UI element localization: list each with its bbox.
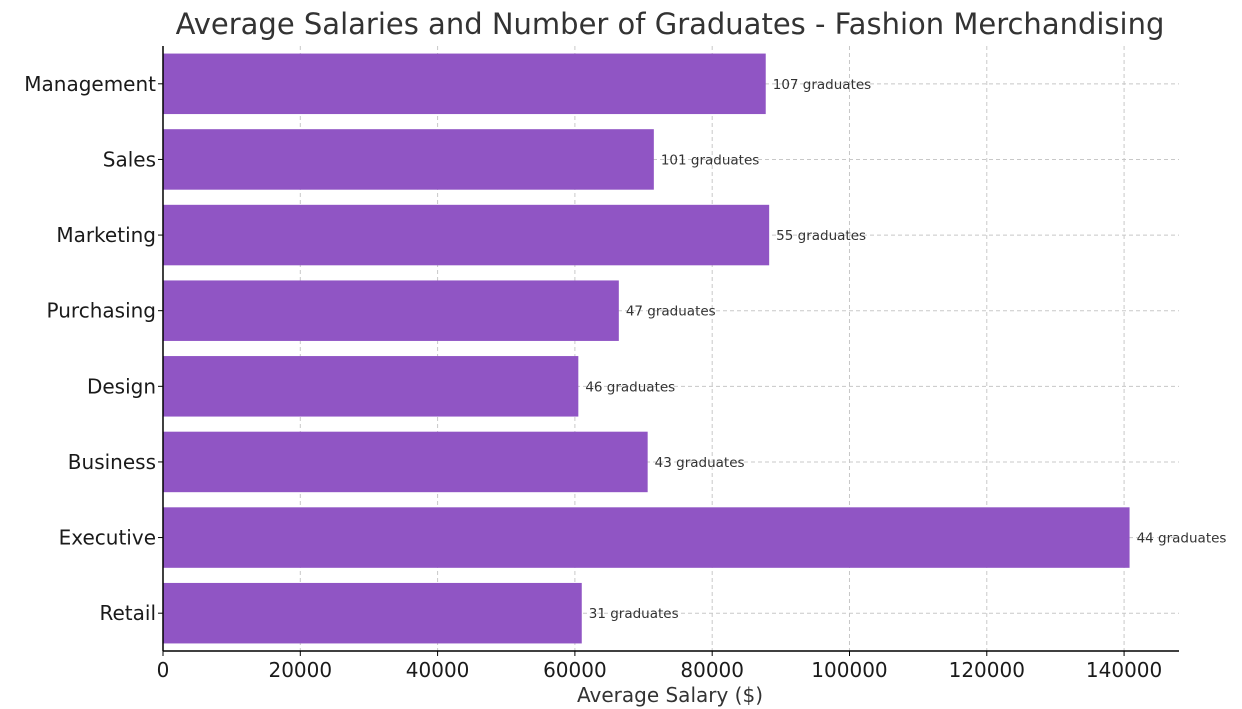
y-category-labels: Management Sales Marketing Purchasing Design… — [24, 72, 156, 625]
axes — [162, 46, 1179, 652]
bar-sales — [163, 129, 654, 190]
x-tick-label: 60000 — [543, 658, 607, 682]
data-label-purchasing: 47 graduates — [626, 304, 716, 320]
data-label-design: 46 graduates — [585, 379, 675, 395]
category-label-design: Design — [87, 374, 156, 398]
bar-business — [163, 431, 648, 493]
bar-retail — [163, 582, 582, 644]
data-label-retail: 31 graduates — [589, 606, 679, 622]
x-tick-label: 140000 — [1086, 658, 1162, 682]
data-label-executive: 44 graduates — [1137, 531, 1227, 547]
data-label-business: 43 graduates — [655, 455, 745, 471]
data-label-marketing: 55 graduates — [776, 228, 866, 244]
data-label-sales: 101 graduates — [661, 152, 759, 168]
category-label-purchasing: Purchasing — [47, 299, 156, 323]
category-label-management: Management — [24, 72, 156, 96]
data-labels: 107 graduates 101 graduates 55 graduates 47… — [585, 77, 1226, 622]
x-tick-label: 100000 — [811, 658, 887, 682]
category-label-business: Business — [68, 450, 156, 474]
category-label-retail: Retail — [99, 601, 156, 625]
x-tick-label: 40000 — [406, 658, 470, 682]
bar-management — [163, 53, 766, 115]
x-tick-label: 80000 — [680, 658, 744, 682]
bar-executive — [163, 507, 1130, 568]
data-label-management: 107 graduates — [773, 77, 871, 93]
chart-title: Average Salaries and Number of Graduates… — [176, 7, 1165, 41]
x-ticks: 0 20000 40000 60000 80000 100000 120000 140000 — [157, 83, 1162, 682]
x-tick-label: 0 — [157, 658, 170, 682]
x-tick-label: 20000 — [268, 658, 332, 682]
bar-purchasing — [163, 280, 619, 341]
bars — [163, 53, 1130, 644]
category-label-executive: Executive — [59, 526, 156, 550]
bar-design — [163, 356, 579, 417]
x-tick-label: 120000 — [949, 658, 1025, 682]
bar-marketing — [163, 204, 770, 266]
category-label-sales: Sales — [103, 147, 156, 171]
category-label-marketing: Marketing — [56, 223, 156, 247]
x-axis-label: Average Salary ($) — [577, 683, 763, 707]
